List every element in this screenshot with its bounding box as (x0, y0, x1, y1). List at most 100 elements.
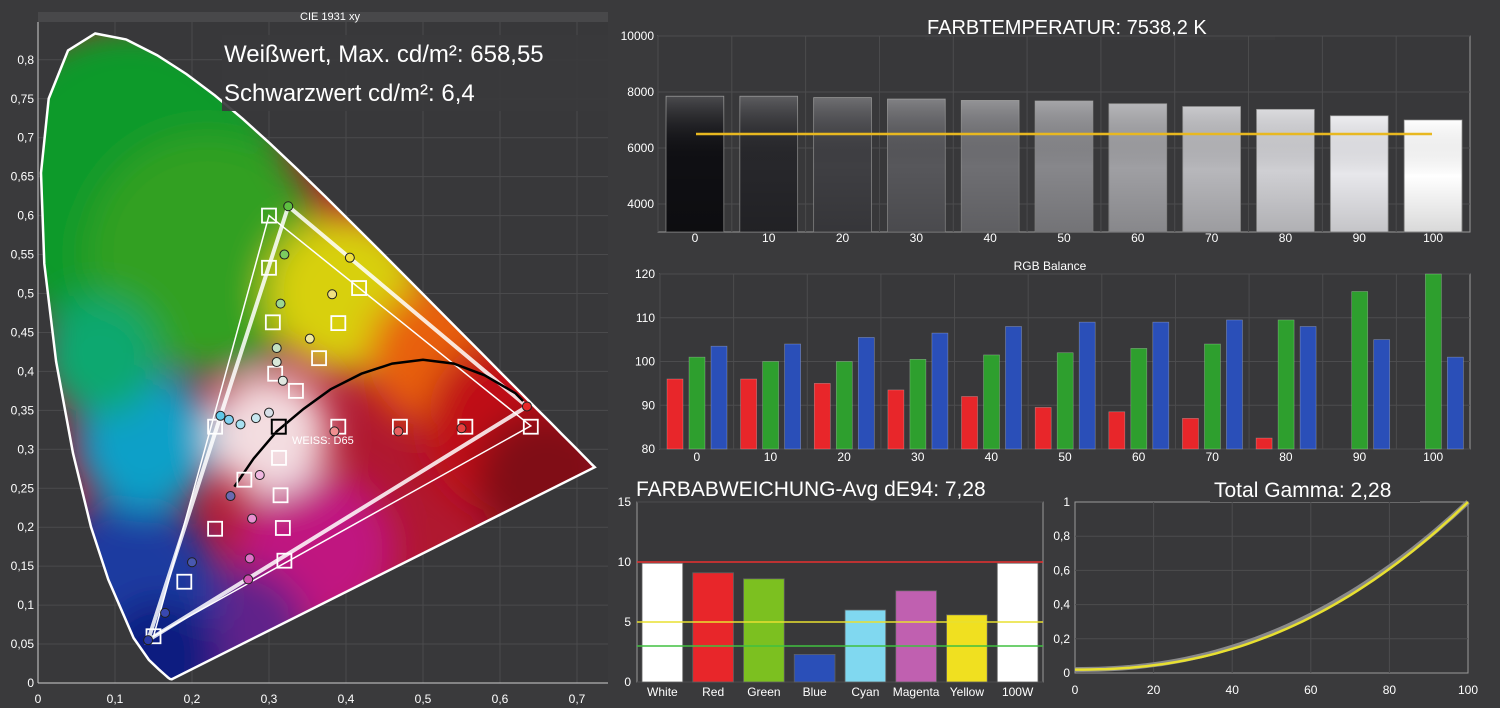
rgb-bar (1204, 343, 1221, 450)
cie-x-tick-label: 0,3 (261, 692, 278, 706)
cie-x-tick-label: 0,1 (107, 692, 124, 706)
rgb-bar (688, 356, 706, 450)
measured-point (271, 343, 282, 354)
gamma-x-tick-label: 0 (1072, 683, 1079, 697)
white-point-square (270, 418, 287, 435)
rgb-x-tick-label: 10 (764, 450, 778, 464)
rgb-bar (887, 389, 905, 450)
measured-point (264, 407, 274, 418)
cie-axes: 0 0,05 0,1 0,15 0,2 0,25 0,3 0,35 0,4 0,45 0,5 0,55… (11, 22, 608, 706)
rgb-bar (1447, 356, 1464, 450)
de-bar (793, 654, 836, 683)
rgb-x-tick-label: 20 (837, 450, 851, 464)
cct-x-tick-label: 100 (1423, 231, 1443, 245)
target-square (176, 573, 193, 590)
rgb-bar (909, 359, 927, 450)
target-square (271, 449, 287, 466)
de-y-tick-label: 15 (618, 495, 632, 509)
cct-x-tick-label: 40 (984, 231, 998, 245)
cie-x-tick-label: 0,7 (569, 692, 586, 706)
gamma-x-tick-label: 100 (1458, 683, 1478, 697)
rgb-y-tick-label: 80 (642, 442, 656, 456)
cct-y-tick-label: 4000 (627, 197, 654, 211)
cct-title: FARBTEMPERATUR: 7538,2 K (927, 17, 1207, 39)
rgb-title: RGB Balance (1014, 259, 1087, 273)
cie-x-tick-label: 0 (35, 692, 42, 706)
cct-bar-shade (961, 100, 1020, 233)
cie-y-tick-label: 0,1 (17, 598, 34, 612)
rgb-y-tick-label: 100 (635, 355, 655, 369)
de-bar (692, 572, 734, 683)
de-x-tick-label: White (647, 685, 678, 699)
target-square (236, 471, 253, 488)
gamma-x-tick-label: 80 (1383, 683, 1397, 697)
cie-y-tick-label: 0,7 (17, 131, 34, 145)
de-x-tick-label: Yellow (950, 685, 985, 699)
d65-label: WEISS: D65 (292, 435, 354, 447)
measured-point (271, 357, 282, 368)
rgb-bar (1152, 321, 1170, 450)
measured-point (225, 491, 236, 502)
cie-title: CIE 1931 xy (300, 11, 360, 23)
measured-point (277, 375, 288, 386)
gamma-title-bg (1210, 476, 1420, 502)
cct-x-tick-label: 60 (1131, 231, 1145, 245)
rgb-bar (784, 343, 801, 450)
cct-bar-shade (1404, 120, 1462, 232)
target-square (272, 487, 289, 504)
cie-y-tick-label: 0,35 (11, 403, 35, 417)
target-square (330, 315, 347, 332)
de-x-tick-label: Red (702, 685, 724, 699)
measured-point (283, 201, 294, 212)
cct-bar-shade (1256, 109, 1315, 232)
target-square (207, 418, 224, 435)
rgb-bar (983, 354, 1000, 450)
rgb-balance-chart: RGB Balance 80 90 100 110 120 0 10 20 30 40 50 60 70… (608, 250, 1500, 470)
target-square (522, 418, 539, 435)
measured-gamut-triangle (144, 202, 531, 645)
cct-bar-shade (739, 96, 798, 232)
rgb-bar (1277, 319, 1295, 450)
gamma-y-tick-label: 1 (1063, 495, 1070, 509)
target-square (276, 552, 293, 569)
de-y-tick-label: 0 (624, 675, 631, 689)
de-limit-lines (637, 561, 1043, 647)
de-x-tick-label: 100W (1002, 685, 1034, 699)
target-square (261, 259, 277, 276)
cie-title-bar (38, 12, 608, 22)
measured-point (250, 413, 261, 424)
cie-y-tick-label: 0,75 (11, 92, 35, 106)
rgb-bar (1108, 411, 1126, 450)
cct-x-tick-label: 90 (1353, 231, 1367, 245)
rgb-x-tick-label: 50 (1058, 450, 1072, 464)
rgb-y-tick-label: 110 (636, 311, 655, 325)
cct-x-tick-label: 30 (910, 231, 924, 245)
rgb-axes: 80 90 100 110 120 0 10 20 30 40 50 60 70 80 90 100 (635, 267, 1444, 464)
gamma-x-tick-label: 20 (1147, 683, 1161, 697)
cct-bar-shade (1035, 100, 1093, 233)
target-square (274, 520, 291, 536)
cct-axes: 4000 6000 8000 10000 0 10 20 30 40 50 60 70 80 90 100 (621, 29, 1444, 245)
black-value-label: Schwarzwert cd/m²: 6,4 (224, 80, 475, 107)
cct-bar-shade (1108, 103, 1167, 232)
measured-point (244, 553, 255, 564)
de-bar (743, 578, 785, 683)
planckian-locus (233, 358, 524, 488)
cct-x-tick-label: 20 (836, 231, 850, 245)
gamma-title: Total Gamma: 2,28 (1214, 479, 1391, 502)
measured-point (160, 607, 171, 618)
rgb-bar (1425, 273, 1442, 450)
gamma-y-tick-label: 0,8 (1053, 529, 1070, 543)
measured-point (275, 298, 286, 309)
rgb-bar (740, 378, 757, 450)
rgb-x-tick-label: 30 (911, 450, 925, 464)
rgb-bar (666, 378, 684, 450)
rgb-bar (1226, 319, 1243, 450)
cct-y-tick-label: 8000 (627, 85, 654, 99)
rgb-y-tick-label: 120 (635, 267, 655, 281)
cct-x-tick-label: 80 (1279, 231, 1293, 245)
de-y-tick-label: 10 (618, 555, 632, 569)
rgb-bar (835, 361, 853, 450)
gamma-plot-area (1074, 501, 1469, 674)
rgb-bar (1034, 407, 1052, 450)
